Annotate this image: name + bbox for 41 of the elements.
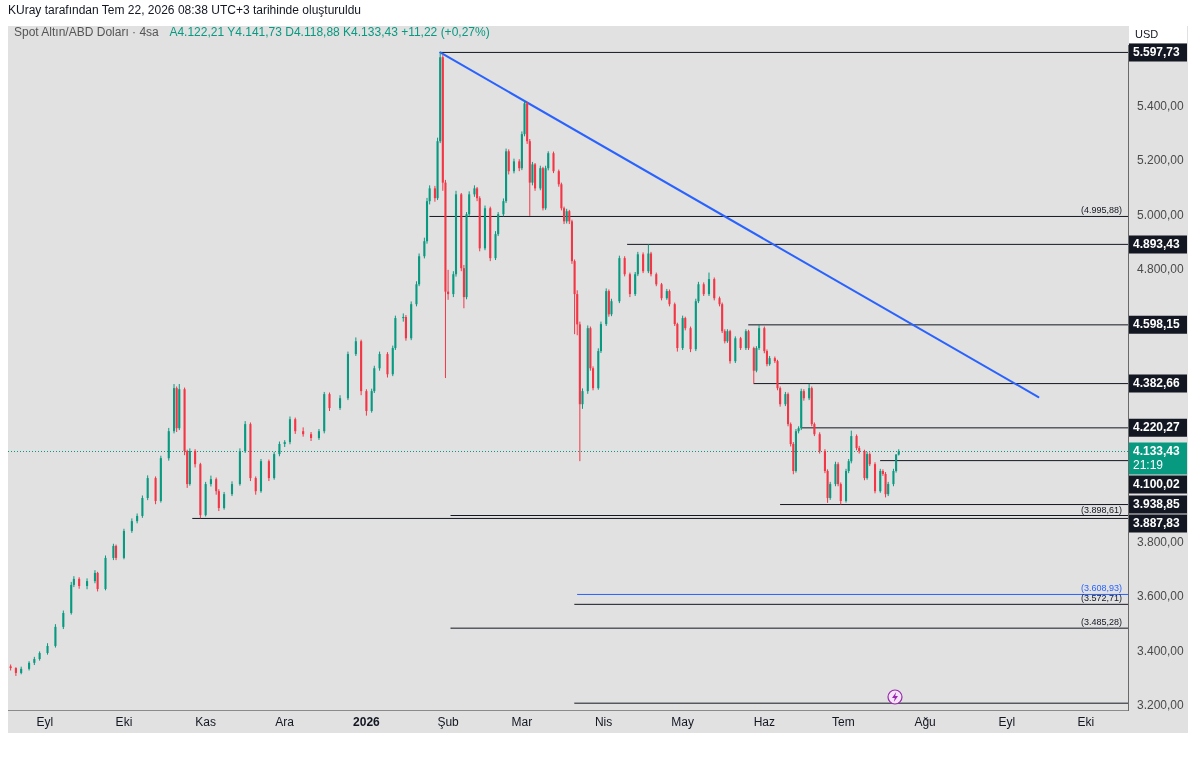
y-tick-label: 4.800,00 <box>1137 262 1185 277</box>
annotation: (3.608,93) <box>1080 583 1122 594</box>
x-tick-label: May <box>671 714 694 729</box>
annotation: (3.898,61) <box>1080 504 1122 515</box>
data-label: 4.220,27 <box>1133 420 1181 435</box>
x-tick-label: Eyl <box>36 714 54 729</box>
data-label: 3.938,85 <box>1133 496 1181 511</box>
x-tick-label: Tem <box>832 714 855 729</box>
annotation: (3.572,71) <box>1080 593 1122 604</box>
data-label: 4.598,15 <box>1133 317 1181 332</box>
x-tick-label: Eki <box>1077 714 1095 729</box>
x-tick-label: 2026 <box>353 714 381 729</box>
y-tick-label: 5.200,00 <box>1137 153 1185 168</box>
y-tick-label: 5.000,00 <box>1137 207 1185 222</box>
data-label: 4.893,43 <box>1133 236 1181 251</box>
y-tick-label: 3.400,00 <box>1137 643 1185 658</box>
y-tick-label: 3.200,00 <box>1137 698 1185 713</box>
x-tick-label: Mar <box>511 714 533 729</box>
text: 21:19 <box>1133 457 1164 472</box>
data-label: 4.100,02 <box>1133 476 1181 491</box>
chart-subtitle: A4.122,21 Y4.141,73 D4.118,88 K4.133,43 +11,22 (+0,27%) <box>169 25 490 40</box>
x-tick-label: Nis <box>594 714 613 729</box>
y-tick-label: 3.800,00 <box>1137 534 1185 549</box>
x-tick-label: Eyl <box>998 714 1016 729</box>
text: KUray tarafından Tem 22, 2026 08:38 UTC+3 tarihinde oluşturuldu <box>8 3 361 18</box>
ref-line-label: 4.133,43 <box>1133 443 1181 458</box>
x-tick-label: Ara <box>275 714 295 729</box>
y-tick-label: 5.400,00 <box>1137 98 1185 113</box>
y-axis-title: USD <box>1135 28 1159 41</box>
x-tick-label: Eki <box>115 714 133 729</box>
chart-title: Spot Altın/ABD Doları · 4sa <box>14 25 160 40</box>
data-label: 3.887,83 <box>1133 515 1181 530</box>
data-label: 4.382,66 <box>1133 375 1181 390</box>
x-tick-label: Şub <box>437 714 460 729</box>
annotation: (4.995,88) <box>1080 205 1122 216</box>
data-label: 5.597,73 <box>1133 44 1181 59</box>
x-tick-label: Ağu <box>914 714 936 729</box>
annotation: (3.485,28) <box>1080 617 1122 628</box>
x-tick-label: Kas <box>195 714 216 729</box>
x-tick-label: Haz <box>753 714 775 729</box>
y-tick-label: 3.600,00 <box>1137 589 1185 604</box>
